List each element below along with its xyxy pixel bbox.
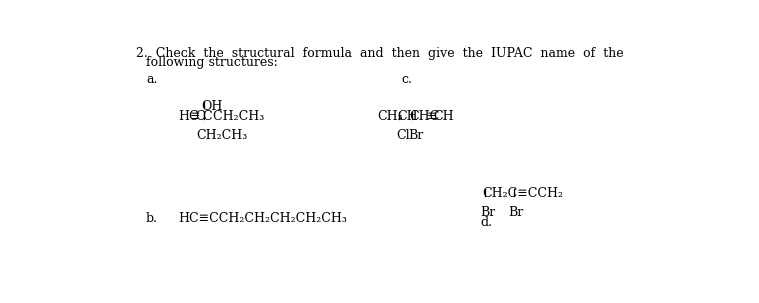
Text: following structures:: following structures: (146, 56, 278, 69)
Text: HC: HC (178, 110, 199, 123)
Text: CH₂C≡CCH₂: CH₂C≡CCH₂ (483, 187, 563, 200)
Text: CHC: CHC (410, 110, 439, 123)
Text: C: C (196, 110, 205, 123)
Text: CH: CH (433, 110, 453, 123)
Text: CH: CH (397, 110, 417, 123)
Text: b.: b. (146, 212, 158, 225)
Text: HC≡CCH₂CH₂CH₂CH₂CH₃: HC≡CCH₂CH₂CH₂CH₂CH₃ (178, 212, 348, 225)
Text: c.: c. (401, 73, 412, 86)
Text: Br: Br (480, 206, 496, 219)
Text: d.: d. (480, 216, 492, 229)
Text: C: C (203, 110, 213, 123)
Text: ≡: ≡ (427, 110, 437, 123)
Text: OH: OH (201, 99, 222, 112)
Text: a.: a. (146, 73, 157, 86)
Text: Br: Br (509, 206, 524, 219)
Text: ≡: ≡ (190, 110, 200, 123)
Text: CH₂CH₃: CH₂CH₃ (209, 110, 264, 123)
Text: CH₃: CH₃ (378, 110, 403, 123)
Text: 2.  Check  the  structural  formula  and  then  give  the  IUPAC  name  of  the: 2. Check the structural formula and then… (136, 47, 624, 60)
Text: CH₂CH₃: CH₂CH₃ (197, 129, 247, 142)
Text: Cl: Cl (396, 129, 410, 142)
Text: Br: Br (409, 129, 424, 142)
